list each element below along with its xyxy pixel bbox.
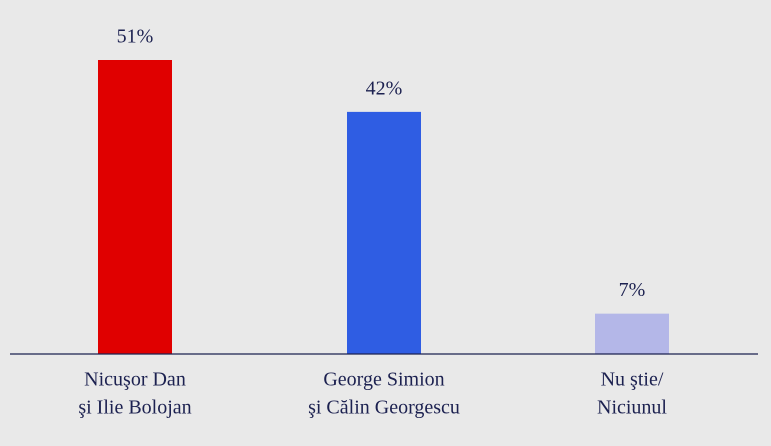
x-tick-label: şi Călin Georgescu <box>308 397 460 419</box>
x-tick-label: Nicuşor Dan <box>84 369 186 391</box>
value-label: 7% <box>619 279 646 301</box>
bar <box>98 60 172 354</box>
x-tick-label: George Simion <box>323 369 444 391</box>
bar <box>347 111 421 354</box>
x-tick-label: şi Ilie Bolojan <box>78 397 191 419</box>
value-label: 51% <box>117 26 154 48</box>
value-label: 42% <box>366 77 403 99</box>
x-tick-label: Nu ştie/ <box>601 369 664 391</box>
bar <box>595 313 669 354</box>
x-tick-label: Niciunul <box>597 397 667 419</box>
